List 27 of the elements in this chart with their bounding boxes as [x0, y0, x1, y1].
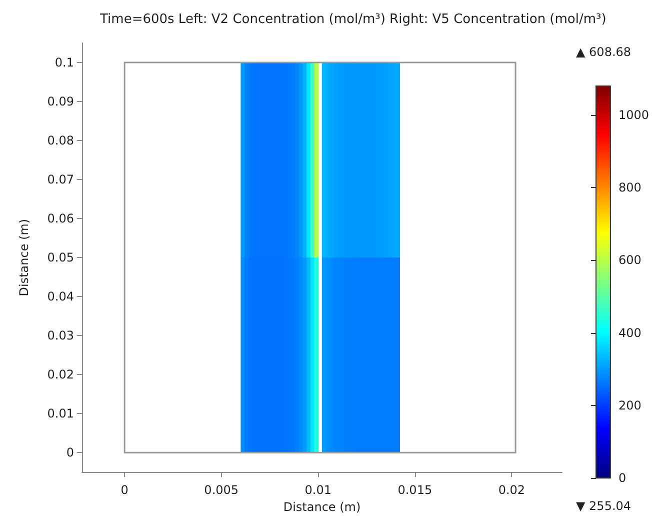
y-tick-label: 0: [66, 446, 74, 460]
color-bar-label: 600: [618, 253, 642, 268]
y-tick-label: 0.06: [47, 212, 74, 226]
text: ▲ 608.68: [576, 45, 632, 59]
text: ▼ 255.04: [576, 499, 632, 513]
chart-title: Time=600s Left: V2 Concentration (mol/m³) Right: V5 Concentration (mol/m³): [99, 12, 606, 27]
y-tick-label: 0.02: [47, 368, 74, 382]
y-tick-label: 0.09: [47, 94, 74, 109]
x-tick-label: 0: [120, 483, 128, 498]
x-tick-label: 0.01: [304, 483, 332, 498]
y-tick-label: 0.08: [47, 134, 74, 148]
y-axis-title: Distance (m): [17, 218, 31, 296]
color-bar-label: 200: [618, 398, 642, 412]
color-bar-label: 0: [618, 471, 626, 485]
color-bar-label: 1000: [618, 108, 650, 122]
color-bar-label: 400: [618, 326, 642, 340]
y-tick-label: 0.1: [54, 56, 74, 70]
y-tick-label: 0.07: [47, 172, 74, 187]
x-tick-label: 0.015: [398, 483, 432, 498]
y-tick-label: 0.01: [47, 406, 74, 421]
x-axis-title: Distance (m): [283, 500, 361, 514]
x-tick-label: 0.02: [498, 483, 526, 498]
y-tick-label: 0.05: [47, 250, 74, 265]
y-tick-label: 0.03: [47, 328, 74, 343]
x-tick-label: 0.005: [204, 483, 239, 498]
y-tick-label: 0.04: [47, 290, 74, 304]
color-bar-label: 800: [618, 180, 642, 195]
